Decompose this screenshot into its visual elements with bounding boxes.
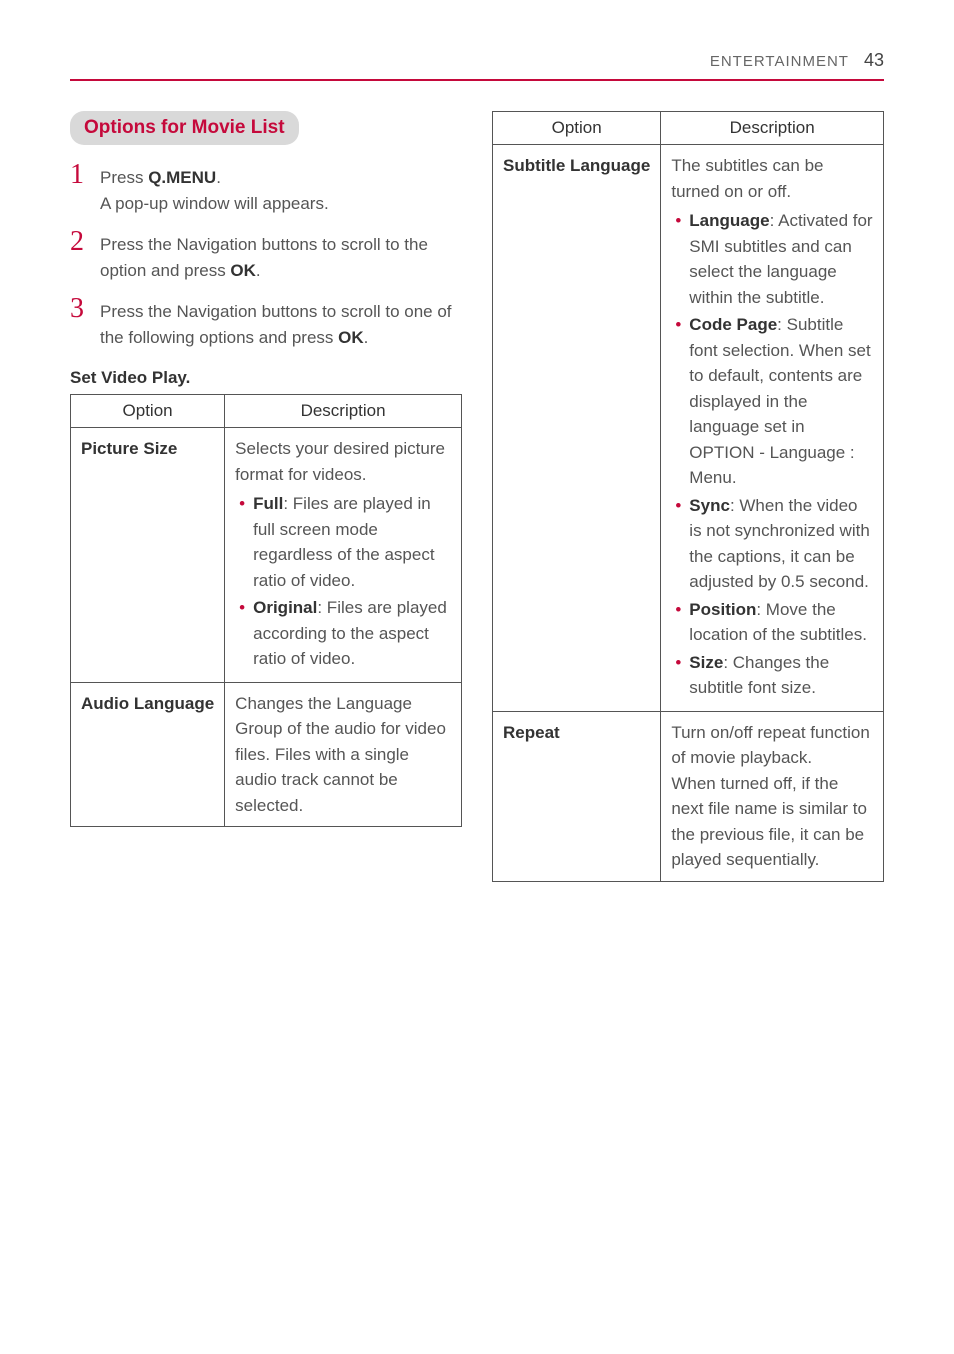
option-description: Changes the Language Group of the audio … bbox=[225, 682, 462, 827]
bullet-dot-icon: • bbox=[675, 208, 681, 310]
table-header-option: Option bbox=[71, 395, 225, 428]
table-row: Picture Size Selects your desired pictur… bbox=[71, 428, 462, 683]
section-title: Options for Movie List bbox=[70, 111, 299, 145]
bullet-dot-icon: • bbox=[239, 491, 245, 593]
options-table-right: Option Description Subtitle Language The… bbox=[492, 111, 884, 882]
page-number: 43 bbox=[864, 50, 884, 71]
option-description: The subtitles can be turned on or off. •… bbox=[661, 145, 884, 712]
option-description: Selects your desired picture format for … bbox=[225, 428, 462, 683]
table-header-description: Description bbox=[661, 112, 884, 145]
table-header-row: Option Description bbox=[493, 112, 884, 145]
step-item: 1 Press Q.MENU. A pop-up window will app… bbox=[70, 161, 462, 216]
bullet-dot-icon: • bbox=[239, 595, 245, 672]
bullet-list: • Full: Files are played in full screen … bbox=[235, 491, 451, 672]
subheading: Set Video Play. bbox=[70, 368, 462, 388]
option-description: Turn on/off repeat function of movie pla… bbox=[661, 711, 884, 881]
step-text: Press the Navigation buttons to scroll t… bbox=[100, 228, 462, 283]
step-list: 1 Press Q.MENU. A pop-up window will app… bbox=[70, 161, 462, 350]
step-item: 3 Press the Navigation buttons to scroll… bbox=[70, 295, 462, 350]
bullet-item: • Code Page: Subtitle font selection. Wh… bbox=[671, 312, 873, 491]
header-section-label: ENTERTAINMENT bbox=[710, 53, 849, 70]
step-number: 3 bbox=[70, 295, 90, 323]
bullet-item: • Full: Files are played in full screen … bbox=[235, 491, 451, 593]
option-label: Subtitle Language bbox=[493, 145, 661, 712]
table-header-row: Option Description bbox=[71, 395, 462, 428]
bullet-item: • Original: Files are played according t… bbox=[235, 595, 451, 672]
step-item: 2 Press the Navigation buttons to scroll… bbox=[70, 228, 462, 283]
table-row: Subtitle Language The subtitles can be t… bbox=[493, 145, 884, 712]
bullet-item: • Sync: When the video is not synchroniz… bbox=[671, 493, 873, 595]
step-number: 1 bbox=[70, 161, 90, 189]
left-column: Options for Movie List 1 Press Q.MENU. A… bbox=[70, 111, 462, 882]
bullet-dot-icon: • bbox=[675, 493, 681, 595]
table-row: Repeat Turn on/off repeat function of mo… bbox=[493, 711, 884, 881]
bullet-item: • Position: Move the location of the sub… bbox=[671, 597, 873, 648]
step-text: Press Q.MENU. A pop-up window will appea… bbox=[100, 161, 329, 216]
table-header-description: Description bbox=[225, 395, 462, 428]
bullet-dot-icon: • bbox=[675, 650, 681, 701]
bullet-list: • Language: Activated for SMI subtitles … bbox=[671, 208, 873, 701]
option-label: Audio Language bbox=[71, 682, 225, 827]
content-columns: Options for Movie List 1 Press Q.MENU. A… bbox=[70, 111, 884, 882]
table-row: Audio Language Changes the Language Grou… bbox=[71, 682, 462, 827]
page-header: ENTERTAINMENT 43 bbox=[70, 50, 884, 81]
bullet-item: • Language: Activated for SMI subtitles … bbox=[671, 208, 873, 310]
option-label: Picture Size bbox=[71, 428, 225, 683]
bullet-item: • Size: Changes the subtitle font size. bbox=[671, 650, 873, 701]
option-label: Repeat bbox=[493, 711, 661, 881]
options-table-left: Option Description Picture Size Selects … bbox=[70, 394, 462, 827]
table-header-option: Option bbox=[493, 112, 661, 145]
bullet-dot-icon: • bbox=[675, 312, 681, 491]
step-number: 2 bbox=[70, 228, 90, 256]
right-column: Option Description Subtitle Language The… bbox=[492, 111, 884, 882]
bullet-dot-icon: • bbox=[675, 597, 681, 648]
step-text: Press the Navigation buttons to scroll t… bbox=[100, 295, 462, 350]
